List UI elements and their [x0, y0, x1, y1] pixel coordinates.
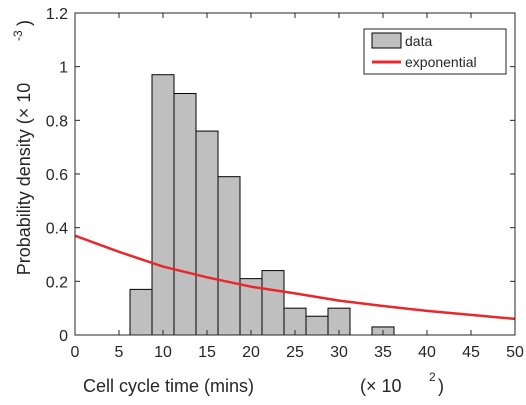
histogram-bar-4 [217, 176, 241, 336]
y-tick-label-4: 0.8 [46, 113, 68, 130]
x-tick-label-6: 30 [330, 344, 348, 361]
legend: data exponential [363, 28, 507, 75]
histogram-bar-1 [151, 74, 175, 336]
histogram-bar-0 [129, 288, 153, 336]
legend-label-data: data [405, 33, 432, 49]
x-tick-label-7: 35 [374, 344, 392, 361]
x-axis-multiplier-close: ) [438, 376, 444, 396]
y-tick-label-3: 0.6 [46, 167, 68, 184]
legend-swatch-data [371, 32, 402, 49]
y-axis-ticks: 0 0.2 0.4 0.6 0.8 1 1.2 [46, 6, 515, 345]
x-tick-label-1: 5 [115, 344, 124, 361]
legend-label-exponential: exponential [405, 54, 477, 70]
histogram-bars [129, 74, 395, 336]
x-tick-label-4: 20 [242, 344, 260, 361]
y-tick-label-0: 0 [59, 328, 68, 345]
y-axis-label: Probability density (× 10 [14, 83, 34, 276]
x-axis-multiplier-exponent: 2 [429, 370, 436, 384]
exponential-line [74, 234, 516, 321]
x-tick-label-0: 0 [71, 344, 80, 361]
x-tick-label-9: 45 [462, 344, 480, 361]
y-tick-label-1: 0.2 [46, 274, 68, 291]
x-axis-multiplier: (× 10 [360, 376, 402, 396]
x-tick-label-10: 50 [506, 344, 524, 361]
y-axis-label-close: ) [14, 20, 34, 26]
histogram-bar-6 [261, 270, 285, 336]
y-tick-label-2: 0.4 [46, 221, 68, 238]
y-axis-label-group: Probability density (× 10 -3 ) [11, 20, 34, 275]
y-axis-label-exponent: -3 [11, 30, 25, 41]
x-axis-ticks: 0 5 10 15 20 25 30 35 40 45 50 [71, 13, 524, 361]
histogram-bar-3 [195, 130, 219, 336]
x-tick-label-8: 40 [418, 344, 436, 361]
histogram-bar-2 [173, 93, 197, 336]
y-tick-label-5: 1 [59, 60, 68, 77]
exponential-line-layer [74, 234, 516, 321]
x-tick-label-5: 25 [286, 344, 304, 361]
histogram-bar-8 [305, 315, 329, 336]
x-tick-label-2: 10 [154, 344, 172, 361]
x-tick-label-3: 15 [198, 344, 216, 361]
y-tick-label-6: 1.2 [46, 6, 68, 23]
x-axis-label: Cell cycle time (mins) [83, 376, 254, 396]
